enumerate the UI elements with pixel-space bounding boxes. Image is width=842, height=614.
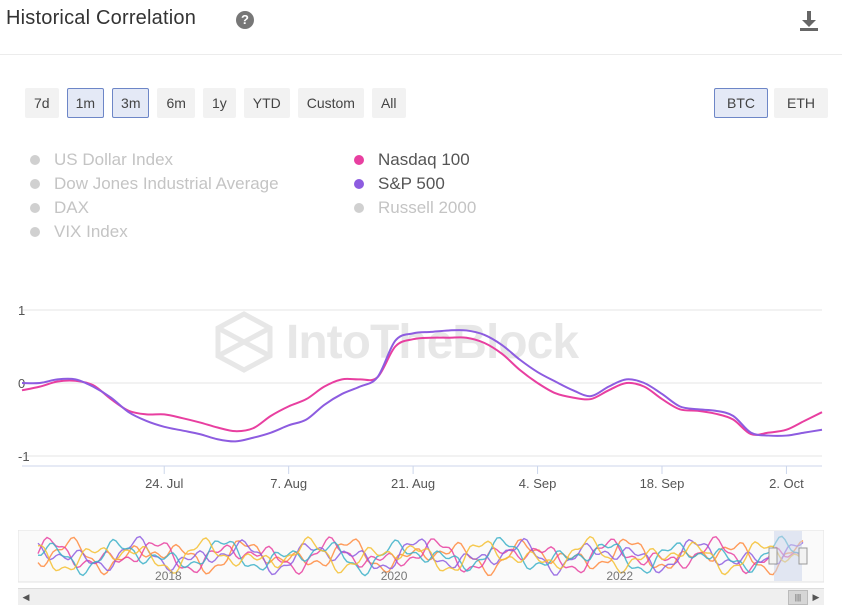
asset-selector: BTC ETH — [714, 88, 828, 118]
range-button-7d[interactable]: 7d — [25, 88, 59, 118]
legend-label: VIX Index — [54, 222, 128, 241]
navigator[interactable]: 2018 2020 2022 — [18, 530, 824, 586]
legend-dot-icon — [30, 203, 40, 213]
legend-item[interactable]: Nasdaq 100 — [354, 150, 470, 170]
legend-item[interactable]: DAX — [30, 198, 89, 218]
chart-title: Historical Correlation — [6, 7, 197, 29]
range-button-1m[interactable]: 1m — [66, 88, 105, 118]
x-tick-label: 7. Aug — [270, 476, 307, 491]
navigator-year-label: 2020 — [381, 569, 408, 583]
x-tick-label: 21. Aug — [391, 476, 435, 491]
legend-label: US Dollar Index — [54, 150, 174, 169]
legend-label: DAX — [54, 198, 89, 217]
watermark: IntoTheBlock — [212, 310, 579, 374]
scrollbar-thumb[interactable]: ||| — [788, 590, 808, 605]
legend-dot-icon — [354, 155, 364, 165]
legend-item[interactable]: S&P 500 — [354, 174, 445, 194]
navigator-year-label: 2022 — [606, 569, 633, 583]
navigator-handle-left[interactable] — [768, 547, 778, 565]
legend-item[interactable]: VIX Index — [30, 222, 128, 242]
help-icon[interactable]: ? — [236, 11, 254, 29]
navigator-series-line — [37, 535, 804, 577]
legend-dot-icon — [354, 179, 364, 189]
x-tick-label: 18. Sep — [640, 476, 685, 491]
legend-item[interactable]: Dow Jones Industrial Average — [30, 174, 279, 194]
y-tick-label: 1 — [18, 303, 25, 318]
navigator-series-line — [37, 535, 804, 576]
range-button-ytd[interactable]: YTD — [243, 88, 290, 118]
correlation-plot[interactable]: 1 0 -1 24. Jul 7. Aug 21. Aug 4. Sep 18. Sep 2. … — [0, 290, 842, 500]
legend-item[interactable]: Russell 2000 — [354, 198, 476, 218]
navigator-scrollbar[interactable]: ◀ ||| ▶ — [18, 588, 824, 605]
x-tick-label: 2. Oct — [769, 476, 804, 491]
y-tick-label: 0 — [18, 376, 25, 391]
watermark-logo-icon — [215, 311, 273, 373]
legend-dot-icon — [30, 179, 40, 189]
legend-label: Nasdaq 100 — [378, 150, 470, 169]
range-button-3m[interactable]: 3m — [112, 88, 150, 118]
watermark-text: IntoTheBlock — [286, 315, 579, 369]
legend-label: S&P 500 — [378, 174, 445, 193]
chart-header: Historical Correlation ? — [0, 0, 842, 55]
range-button-6m[interactable]: 6m — [157, 88, 195, 118]
legend-dot-icon — [30, 155, 40, 165]
range-button-1y[interactable]: 1y — [202, 88, 236, 118]
series-line-s-p-500 — [21, 329, 823, 443]
navigator-handle-right[interactable] — [798, 547, 808, 565]
navigator-year-label: 2018 — [155, 569, 182, 583]
x-tick-label: 24. Jul — [145, 476, 183, 491]
asset-button-btc[interactable]: BTC — [714, 88, 768, 118]
navigator-selection[interactable] — [774, 531, 802, 581]
y-tick-label: -1 — [18, 449, 30, 464]
scroll-left-icon[interactable]: ◀ — [22, 592, 30, 602]
range-button-custom[interactable]: Custom — [297, 88, 364, 118]
asset-button-eth[interactable]: ETH — [774, 88, 828, 118]
legend-dot-icon — [354, 203, 364, 213]
legend-dot-icon — [30, 227, 40, 237]
legend-label: Russell 2000 — [378, 198, 477, 217]
legend: US Dollar Index Dow Jones Industrial Aver… — [30, 150, 550, 250]
legend-label: Dow Jones Industrial Average — [54, 174, 279, 193]
range-selector: 7d 1m 3m 6m 1y YTD Custom All — [25, 88, 406, 118]
legend-item[interactable]: US Dollar Index — [30, 150, 173, 170]
series-line-nasdaq-100 — [21, 336, 823, 436]
x-tick-label: 4. Sep — [519, 476, 557, 491]
scroll-right-icon[interactable]: ▶ — [812, 592, 820, 602]
range-button-all[interactable]: All — [371, 88, 406, 118]
download-icon[interactable] — [796, 8, 822, 34]
